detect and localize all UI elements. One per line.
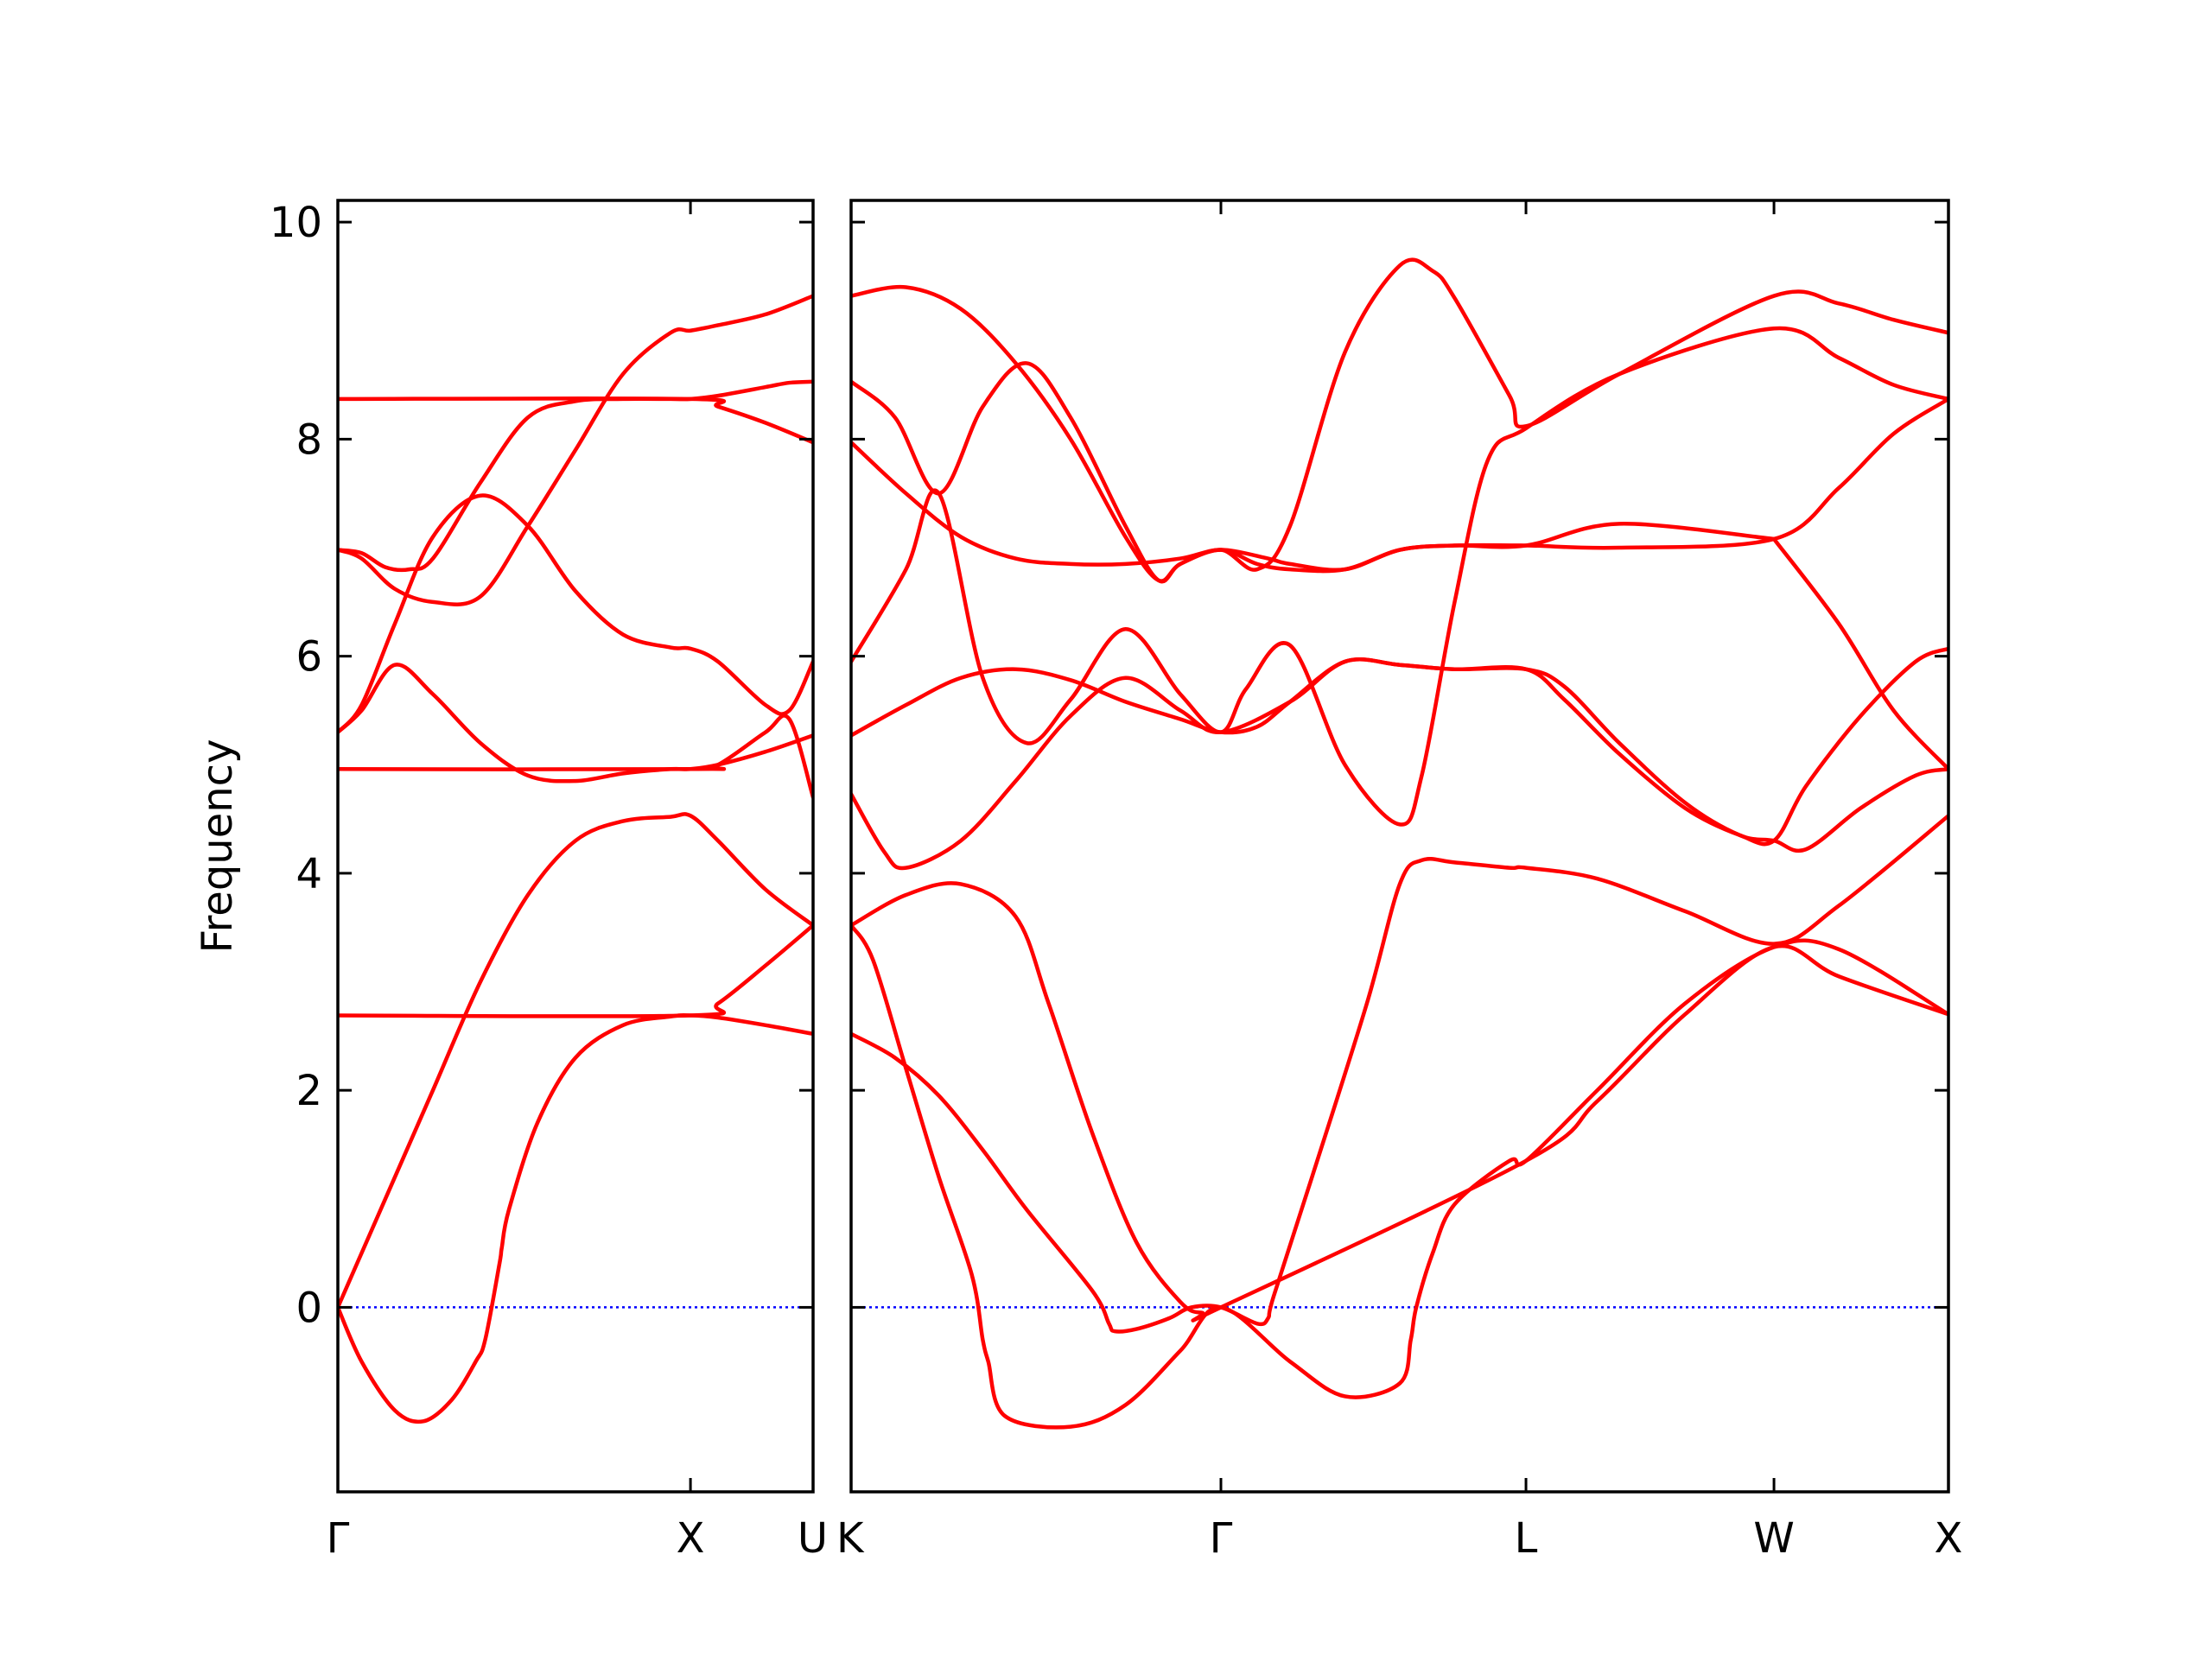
band-line-band-1 — [851, 923, 1948, 1430]
band-line-band-9 — [851, 257, 1948, 583]
band-line-band-5 — [851, 646, 1948, 847]
panel-1: 0 2 4 6 8 10 Γ X U — [270, 199, 828, 1563]
y-tick-label: 10 — [270, 199, 322, 247]
band-line-band-6 — [851, 326, 1948, 827]
x-tick-label-X: X — [1935, 1514, 1963, 1563]
y-tick-label: 4 — [296, 850, 322, 898]
plot-frame — [336, 199, 815, 1494]
band-line-band-3 — [338, 923, 813, 1018]
band-line-band-4 — [851, 657, 1948, 871]
band-line-band-1 — [338, 1013, 813, 1424]
y-tick-label: 8 — [296, 416, 322, 464]
band-line-band-8 — [338, 379, 813, 573]
y-axis-title: Frequency — [194, 739, 242, 954]
x-tick-label-W: W — [1753, 1514, 1794, 1563]
band-line-band-7 — [338, 294, 813, 606]
x-tick-label-L: L — [1515, 1514, 1538, 1563]
plot-frame — [849, 199, 1950, 1494]
x-tick-label-Γ: Γ — [327, 1514, 350, 1563]
band-line-band-5 — [338, 714, 813, 800]
band-line-band-3 — [851, 881, 1948, 1323]
band-line-band-10 — [1771, 536, 1948, 771]
band-line-band-6 — [338, 493, 813, 734]
bands — [338, 294, 813, 1424]
y-tick-label: 2 — [296, 1067, 322, 1115]
band-line-band-9 — [338, 396, 813, 445]
bands — [851, 257, 1948, 1430]
x-tick-label-Γ: Γ — [1210, 1514, 1233, 1563]
x-tick-label-U: U — [798, 1514, 828, 1563]
y-tick-label: 0 — [296, 1284, 322, 1332]
band-line-band-7 — [851, 396, 1948, 572]
band-line-band-2 — [851, 814, 1948, 1334]
x-tick-label-K: K — [836, 1514, 865, 1563]
y-tick-label: 6 — [296, 633, 322, 682]
x-tick-label-X: X — [677, 1514, 705, 1563]
band-line-band-2 — [338, 812, 813, 1310]
